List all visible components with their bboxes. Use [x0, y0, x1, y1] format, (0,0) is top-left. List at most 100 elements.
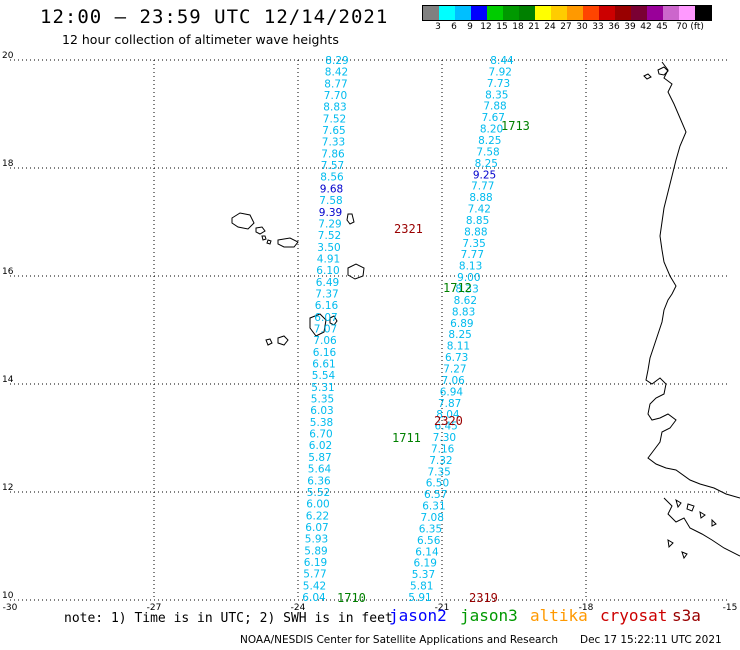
wave-height-value: 7.58: [476, 146, 499, 158]
coastline: [231, 61, 740, 560]
wave-height-value: 9.68: [320, 183, 343, 195]
cape-verde-santo-antao: [231, 212, 255, 230]
wave-height-value: 6.16: [313, 347, 337, 359]
satellite-legend-s3a: s3a: [672, 606, 701, 625]
wave-height-value: 6.57: [424, 489, 447, 501]
wave-height-value: 7.57: [321, 160, 344, 172]
wave-height-value: 8.56: [320, 172, 344, 184]
wave-height-value: 6.19: [304, 557, 327, 569]
offshore-islands: [667, 498, 717, 560]
wave-height-value: 7.06: [441, 375, 465, 387]
color-swatch-2: [455, 6, 471, 20]
axis-tick-labels: -30 -27 -24 -21 -18 -15 20 18 16 14 12 10: [2, 51, 737, 613]
wave-height-value: 8.62: [454, 295, 477, 307]
pass-number-label: 1711: [392, 431, 421, 445]
color-scale-label: 24: [544, 22, 556, 32]
color-scale-label: 6: [451, 22, 457, 32]
african-coastline: [645, 61, 740, 499]
wave-height-value: 8.83: [452, 306, 475, 318]
wave-height-value: 6.00: [306, 499, 329, 511]
wave-height-value: 8.20: [480, 124, 503, 136]
color-scale-label: 18: [512, 22, 524, 32]
wave-height-value: 6.49: [316, 277, 339, 289]
wave-height-value: 8.04: [436, 409, 460, 421]
color-scale-label: 15: [496, 22, 508, 32]
canary-islands: [643, 66, 669, 80]
color-scale-label: 27: [560, 22, 572, 32]
wave-height-value: 7.37: [315, 288, 338, 300]
wave-height-value: 8.25: [478, 135, 501, 147]
wave-height-value: 7.73: [487, 78, 510, 90]
satellite-legend-cryosat: cryosat: [600, 606, 668, 625]
lat-tick-label: 10: [2, 591, 14, 601]
lon-tick-label: -15: [723, 603, 738, 613]
wave-height-value: 5.91: [408, 592, 431, 604]
wave-height-value: 6.10: [316, 265, 339, 277]
wave-height-value: 5.35: [311, 394, 334, 406]
pass-number-label: 1712: [443, 281, 472, 295]
pass-number-label: 1713: [501, 119, 530, 133]
wave-height-value: 9.39: [319, 207, 342, 219]
lon-tick-label: -21: [435, 603, 450, 613]
wave-height-value: 6.73: [445, 352, 468, 364]
satellite-legend-jason2: jason2: [389, 606, 447, 625]
altimeter-track-west: 8.298.428.777.708.837.527.657.337.867.57…: [302, 55, 348, 604]
cape-verde-sao-vicente: [255, 226, 266, 235]
wave-height-value: 7.32: [429, 455, 452, 467]
wave-height-value: 5.93: [305, 534, 328, 546]
wave-height-value: 5.89: [304, 545, 327, 557]
wave-height-value: 7.29: [318, 218, 341, 230]
wave-height-value: 6.22: [306, 510, 329, 522]
wave-height-value: 5.87: [308, 452, 331, 464]
timestamp-footer: Dec 17 15:22:11 UTC 2021: [580, 634, 722, 646]
wave-height-value: 7.88: [483, 101, 506, 113]
wave-height-value: 5.37: [412, 569, 435, 581]
wave-height-value: 5.38: [310, 417, 333, 429]
lat-tick-label: 18: [2, 159, 14, 169]
color-scale-label: 70 (ft): [676, 22, 704, 32]
wave-height-value: 8.88: [464, 226, 487, 238]
wave-height-value: 6.04: [302, 592, 326, 604]
wave-height-value: 7.07: [314, 324, 337, 336]
wave-height-value: 9.25: [473, 169, 496, 181]
wave-height-value: 7.52: [318, 230, 341, 242]
lon-tick-label: -30: [3, 603, 18, 613]
wave-height-value: 5.77: [303, 569, 326, 581]
wave-height-value: 5.31: [311, 382, 334, 394]
wave-height-value: 5.52: [307, 487, 330, 499]
color-scale-label: 21: [528, 22, 540, 32]
wave-height-value: 6.02: [309, 440, 332, 452]
altimeter-track-east: 8.447.927.738.357.887.678.208.257.588.25…: [408, 55, 514, 604]
lon-tick-label: -27: [147, 603, 162, 613]
wave-height-value: 7.30: [433, 432, 456, 444]
wave-height-value: 6.89: [450, 318, 473, 330]
pass-labels: 1713 2321 1712 2320 1711 1710 2319: [337, 119, 530, 605]
color-swatch-13: [631, 6, 647, 20]
wave-height-value: 7.67: [482, 112, 505, 124]
wave-height-value: 7.70: [324, 90, 347, 102]
wave-height-value: 3.50: [317, 242, 340, 254]
wave-height-value: 5.54: [312, 370, 336, 382]
coast-detail: [663, 497, 740, 557]
wave-height-value: 8.29: [325, 55, 348, 67]
wave-height-value: 8.35: [485, 89, 508, 101]
cape-verde-small-islets: [261, 235, 272, 245]
wave-height-value: 8.77: [324, 78, 347, 90]
cape-verde-sao-nicolau: [277, 237, 299, 248]
wave-height-value: 8.85: [466, 215, 489, 227]
color-swatch-5: [503, 6, 519, 20]
wave-height-value: 6.35: [419, 523, 442, 535]
wave-height-value: 8.11: [447, 341, 470, 353]
wave-height-value: 7.06: [313, 335, 337, 347]
wave-height-value: 5.64: [308, 464, 332, 476]
color-swatch-10: [583, 6, 599, 20]
pass-number-label: 2320: [434, 414, 463, 428]
pass-number-label: 2319: [469, 591, 498, 605]
wave-height-value: 7.77: [461, 249, 484, 261]
wave-height-value: 6.03: [310, 405, 333, 417]
color-scale-label: 36: [608, 22, 620, 32]
color-scale-label: 39: [624, 22, 636, 32]
wave-height-value: 8.88: [469, 192, 492, 204]
satellite-legend-jason3: jason3: [460, 606, 518, 625]
wave-height-value: 6.16: [315, 300, 339, 312]
